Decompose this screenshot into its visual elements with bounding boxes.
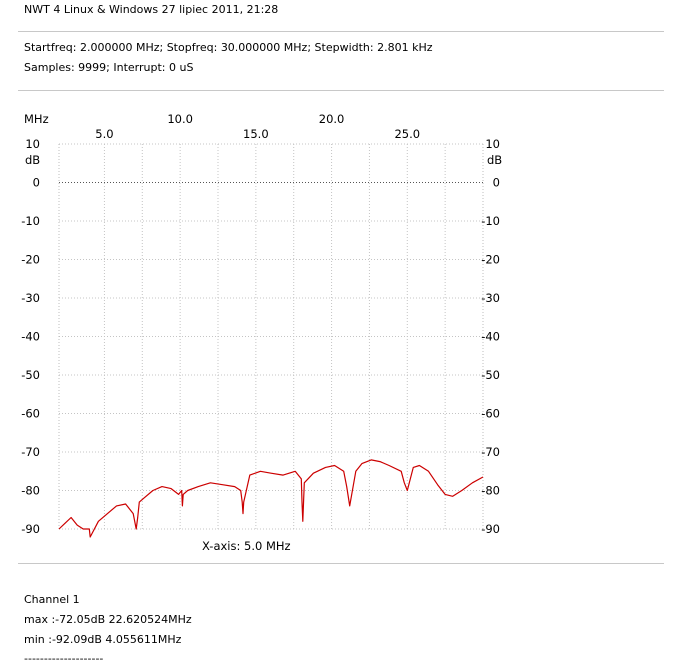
max-readout: max :-72.05dB 22.620524MHz: [24, 613, 192, 626]
y-tick-label-right: -90: [481, 522, 500, 536]
x-tick-label-lower: 25.0: [394, 127, 420, 141]
y-tick-label-right: 0: [493, 176, 500, 190]
channel-1-trace: [58, 459, 484, 538]
x-tick-label-lower: 15.0: [243, 127, 269, 141]
x-axis-label: X-axis: 5.0 MHz: [202, 539, 291, 553]
sample-params: Samples: 9999; Interrupt: 0 uS: [24, 61, 194, 74]
min-readout: min :-92.09dB 4.055611MHz: [24, 633, 182, 646]
y-tick-label-left: 10: [25, 137, 40, 151]
y-tick-label-left: -40: [21, 330, 40, 344]
y-tick-label-right: -10: [481, 214, 500, 228]
chart-frame: [58, 144, 484, 529]
y-tick-label-right: -70: [481, 445, 500, 459]
x-tick-label-lower: 5.0: [95, 127, 113, 141]
y-tick-label-left: 0: [33, 176, 40, 190]
y-tick-label-left: -70: [21, 445, 40, 459]
divider-header: [18, 90, 664, 91]
y-unit-label-right: dB: [487, 153, 502, 167]
sweep-params: Startfreq: 2.000000 MHz; Stopfreq: 30.00…: [24, 41, 433, 54]
chart-grid: [59, 143, 483, 530]
y-tick-label-left: -10: [21, 214, 40, 228]
y-tick-label-right: -50: [481, 368, 500, 382]
y-tick-label-right: -80: [481, 484, 500, 498]
footer-separator: --------------------: [24, 652, 104, 665]
y-tick-label-left: -90: [21, 522, 40, 536]
y-tick-label-left: -50: [21, 368, 40, 382]
divider-top: [18, 31, 664, 32]
x-unit-label: MHz: [24, 112, 49, 126]
y-tick-label-right: 10: [485, 137, 500, 151]
y-tick-label-right: -30: [481, 291, 500, 305]
chart-tick-labels: 10 10 0 0 -10 -10 -20 -20 -30 -30 -40 -40 -50 -50 -60 -…: [21, 112, 500, 536]
y-tick-label-right: -40: [481, 330, 500, 344]
y-unit-label-left: dB: [25, 153, 40, 167]
y-tick-label-right: -20: [481, 253, 500, 267]
y-tick-label-left: -80: [21, 484, 40, 498]
divider-footer: [18, 563, 664, 564]
y-tick-label-left: -20: [21, 253, 40, 267]
y-tick-label-left: -30: [21, 291, 40, 305]
y-tick-label-right: -60: [481, 407, 500, 421]
channel-label: Channel 1: [24, 593, 80, 606]
app-title: NWT 4 Linux & Windows 27 lipiec 2011, 21…: [24, 3, 279, 16]
y-tick-label-left: -60: [21, 407, 40, 421]
x-tick-label-upper: 20.0: [319, 112, 345, 126]
x-tick-label-upper: 10.0: [167, 112, 193, 126]
